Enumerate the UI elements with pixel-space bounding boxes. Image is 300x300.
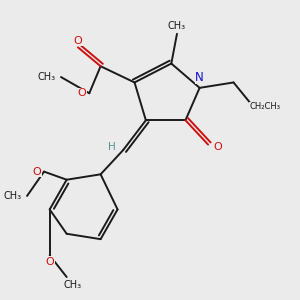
Text: CH₃: CH₃ [63, 280, 81, 290]
Text: CH₃: CH₃ [4, 191, 22, 201]
Text: O: O [45, 257, 54, 267]
Text: O: O [78, 88, 87, 98]
Text: O: O [33, 167, 41, 177]
Text: H: H [108, 142, 116, 152]
Text: O: O [74, 36, 82, 46]
Text: CH₂CH₃: CH₂CH₃ [249, 102, 280, 111]
Text: O: O [214, 142, 222, 152]
Text: N: N [195, 70, 204, 83]
Text: CH₃: CH₃ [168, 21, 186, 31]
Text: CH₃: CH₃ [38, 72, 56, 82]
